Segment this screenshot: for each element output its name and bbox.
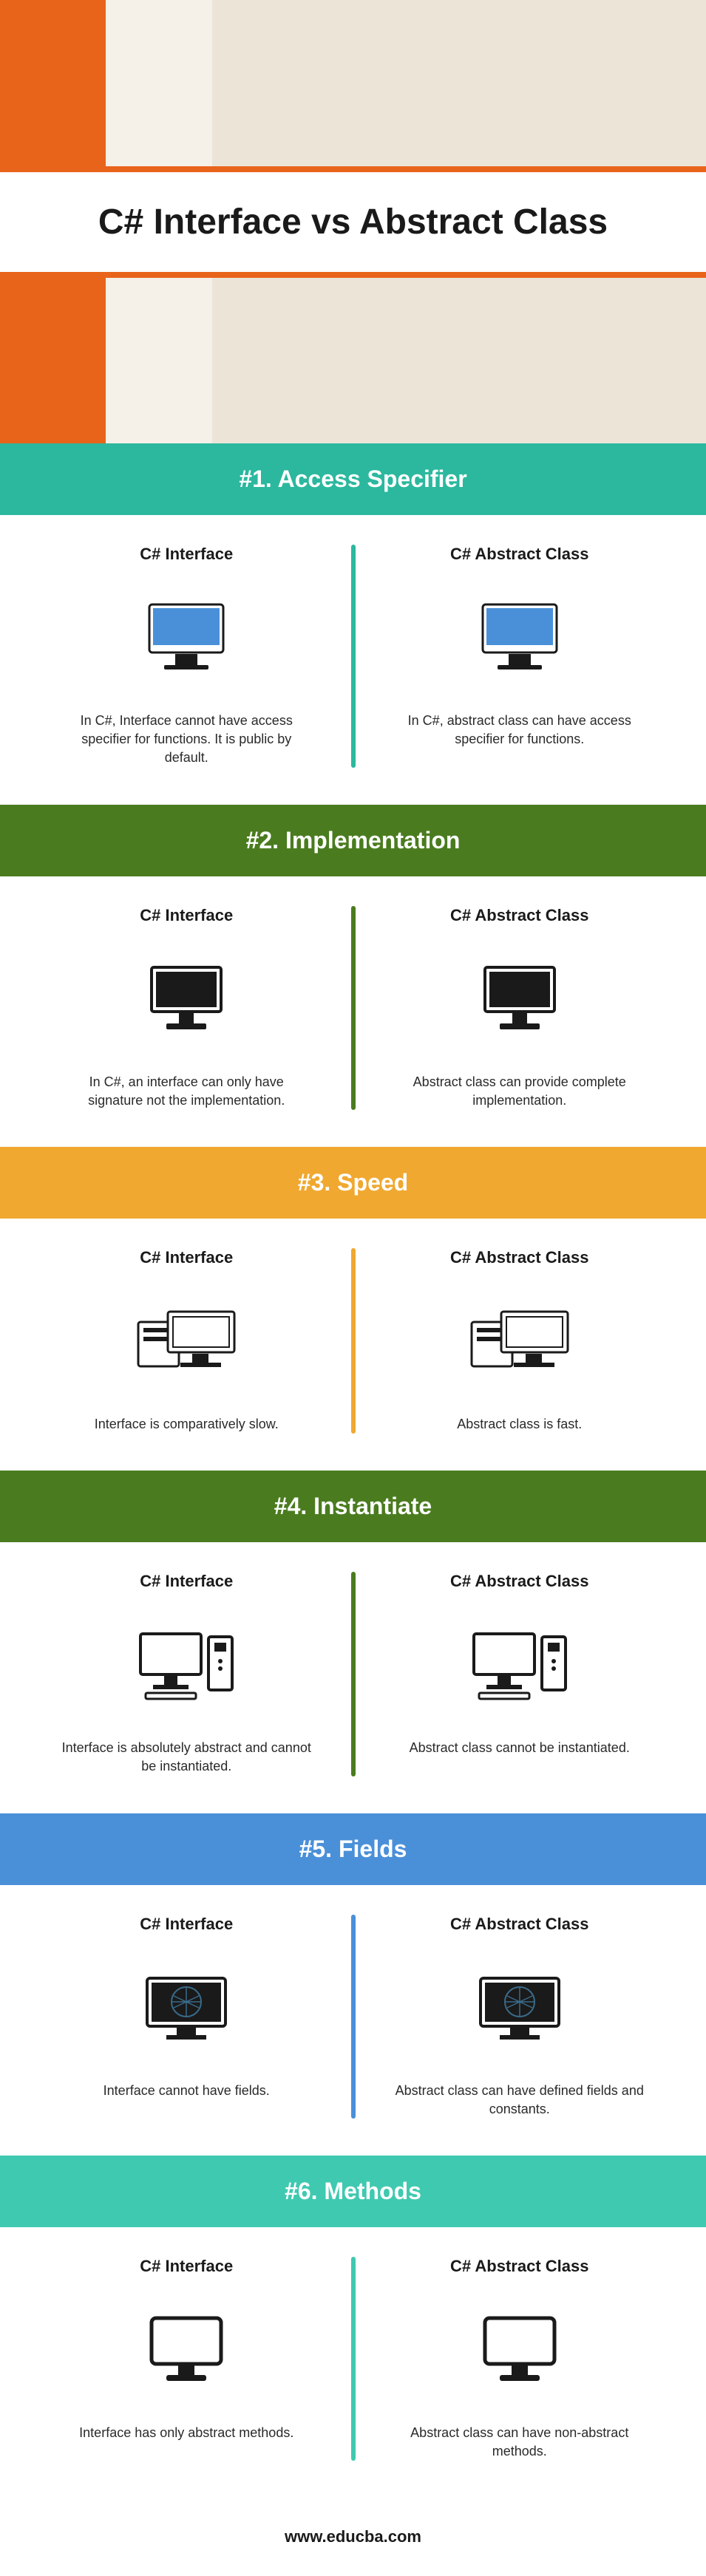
comparison-section: #1. Access Specifier C# Interface In C#,…: [0, 443, 706, 805]
computer-icon: [44, 2302, 329, 2398]
left-description: Interface has only abstract methods.: [61, 2424, 312, 2442]
section-header: #6. Methods: [0, 2156, 706, 2227]
right-title: C# Abstract Class: [378, 545, 662, 564]
left-column: C# Interface Interface is absolutely abs…: [22, 1572, 351, 1776]
right-column: C# Abstract Class Abstract class can hav…: [356, 2257, 685, 2461]
left-column: C# Interface Interface has only abstract…: [22, 2257, 351, 2461]
right-description: Abstract class can have defined fields a…: [394, 2082, 645, 2119]
comparison-row: C# Interface Interface cannot have field…: [0, 1885, 706, 2156]
computer-icon: [44, 590, 329, 686]
left-title: C# Interface: [44, 1248, 329, 1267]
hero-title-box: C# Interface vs Abstract Class: [0, 166, 706, 278]
section-header: #2. Implementation: [0, 805, 706, 876]
left-description: In C#, an interface can only have signat…: [61, 1073, 312, 1110]
right-column: C# Abstract Class In C#, abstract class …: [356, 545, 685, 768]
left-column: C# Interface In C#, an interface can onl…: [22, 906, 351, 1110]
right-title: C# Abstract Class: [378, 906, 662, 925]
left-column: C# Interface In C#, Interface cannot hav…: [22, 545, 351, 768]
comparison-row: C# Interface Interface has only abstract…: [0, 2227, 706, 2498]
left-title: C# Interface: [44, 1572, 329, 1591]
footer-url: www.educba.com: [285, 2527, 421, 2546]
right-title: C# Abstract Class: [378, 2257, 662, 2276]
right-title: C# Abstract Class: [378, 1915, 662, 1934]
computer-icon: [378, 1617, 662, 1713]
left-column: C# Interface Interface cannot have field…: [22, 1915, 351, 2119]
section-header: #4. Instantiate: [0, 1471, 706, 1542]
computer-icon: [378, 951, 662, 1047]
left-column: C# Interface Interface is comparatively …: [22, 1248, 351, 1434]
comparison-row: C# Interface Interface is absolutely abs…: [0, 1542, 706, 1813]
footer: www.educba.com: [0, 2498, 706, 2576]
right-column: C# Abstract Class Abstract class can hav…: [356, 1915, 685, 2119]
computer-icon: [44, 951, 329, 1047]
right-description: In C#, abstract class can have access sp…: [394, 712, 645, 749]
computer-icon: [378, 590, 662, 686]
section-header: #5. Fields: [0, 1813, 706, 1885]
computer-icon: [378, 1960, 662, 2056]
comparison-section: #3. Speed C# Interface Interface is comp…: [0, 1147, 706, 1471]
section-header: #3. Speed: [0, 1147, 706, 1219]
comparison-section: #2. Implementation C# Interface In C#, a…: [0, 805, 706, 1147]
left-description: Interface is absolutely abstract and can…: [61, 1739, 312, 1776]
left-title: C# Interface: [44, 2257, 329, 2276]
computer-icon: [378, 2302, 662, 2398]
section-header: #1. Access Specifier: [0, 443, 706, 515]
computer-icon: [44, 1960, 329, 2056]
left-title: C# Interface: [44, 545, 329, 564]
right-title: C# Abstract Class: [378, 1572, 662, 1591]
comparison-row: C# Interface Interface is comparatively …: [0, 1219, 706, 1471]
comparison-row: C# Interface In C#, Interface cannot hav…: [0, 515, 706, 805]
comparison-section: #4. Instantiate C# Interface Interface i…: [0, 1471, 706, 1813]
left-description: In C#, Interface cannot have access spec…: [61, 712, 312, 768]
right-description: Abstract class can provide complete impl…: [394, 1073, 645, 1110]
left-description: Interface is comparatively slow.: [61, 1415, 312, 1434]
hero-section: C# Interface vs Abstract Class: [0, 0, 706, 443]
page-title: C# Interface vs Abstract Class: [44, 202, 662, 242]
right-column: C# Abstract Class Abstract class can pro…: [356, 906, 685, 1110]
left-title: C# Interface: [44, 906, 329, 925]
comparison-section: #6. Methods C# Interface Interface has o…: [0, 2156, 706, 2498]
computer-icon: [44, 1617, 329, 1713]
left-description: Interface cannot have fields.: [61, 2082, 312, 2100]
computer-icon: [44, 1293, 329, 1389]
right-column: C# Abstract Class Abstract class cannot …: [356, 1572, 685, 1776]
right-title: C# Abstract Class: [378, 1248, 662, 1267]
right-column: C# Abstract Class Abstract class is fast…: [356, 1248, 685, 1434]
computer-icon: [378, 1293, 662, 1389]
left-title: C# Interface: [44, 1915, 329, 1934]
comparison-row: C# Interface In C#, an interface can onl…: [0, 876, 706, 1147]
right-description: Abstract class cannot be instantiated.: [394, 1739, 645, 1757]
right-description: Abstract class is fast.: [394, 1415, 645, 1434]
comparison-section: #5. Fields C# Interface Interface cannot…: [0, 1813, 706, 2156]
